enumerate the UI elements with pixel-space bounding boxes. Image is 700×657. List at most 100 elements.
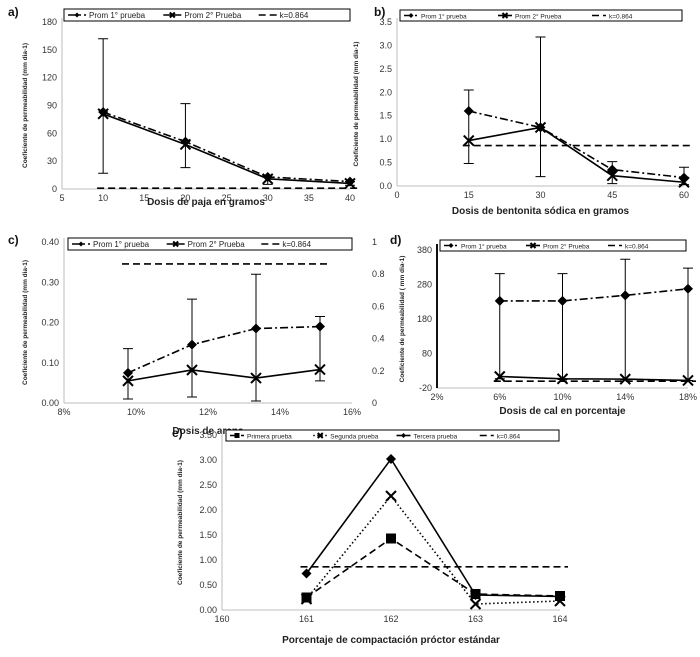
y-tick-label: 380 [417,245,432,255]
data-point [557,295,568,306]
legend-label: Prom 1° prueba [93,240,150,249]
y-tick-label: 120 [42,73,57,83]
error-bar [620,258,631,381]
series-line [127,325,321,374]
legend: Prom 1° prueba Prom 2° Prueba k=0.864 [399,9,683,22]
legend-marker [74,12,80,18]
x-tick-label: 5 [59,193,64,203]
x-tick-label: 14% [271,407,289,417]
y-tick-label: 2.5 [379,64,392,74]
data-point [463,106,474,117]
data-point [470,590,481,600]
x-tick-label: 10% [127,407,145,417]
y-tick-label: 180 [42,17,57,27]
legend-box [225,429,560,442]
y2-tick-label: 0.8 [372,269,385,279]
y-tick-label: 2.50 [199,480,217,490]
data-point [682,374,694,387]
y-tick-label: 0.40 [41,237,59,247]
x-tick-label: 10% [553,392,571,402]
data-point [534,121,547,134]
error-bar [463,89,474,165]
legend-box [67,237,353,251]
data-point [555,591,565,602]
data-point [494,370,506,383]
x-tick-label: 2% [430,392,443,402]
data-point [301,568,312,579]
legend-label: k=0.864 [280,11,309,20]
y-tick-label: 0.00 [199,605,217,615]
x-tick-label: 164 [552,614,567,624]
legend-marker [317,432,324,439]
data-point [300,593,313,605]
series-line [468,110,685,179]
legend-label: Prom 1° prueba [461,243,507,251]
y2-tick-label: 0.2 [372,366,385,376]
y-tick-label: 1.00 [199,555,217,565]
legend-marker [529,242,537,249]
legend-label: Prom 1° prueba [89,11,146,20]
data-point [123,367,133,378]
y-tick-label: 80 [422,349,432,359]
chart-panel-e: e) 160 161 162 163 164 0.00 0.50 1.00 1.50 2.00 2.5… [172,426,568,646]
data-point [385,490,397,502]
panel-label: b) [374,5,385,19]
legend-label: k=0.864 [609,14,633,21]
x-tick-label: 10 [98,193,108,203]
y-tick-label: 0.5 [379,158,392,168]
series-line [127,368,321,382]
x-tick-label: 15 [464,190,474,200]
legend-box [399,9,683,22]
data-point [250,372,262,384]
data-point [251,323,261,334]
x-tick-label: 162 [383,614,398,624]
data-point [179,138,192,151]
y2-tick-label: 0.6 [372,301,385,311]
x-tick-label: 163 [468,614,483,624]
y-tick-label: 1.5 [379,111,392,121]
y-tick-label: 3.50 [199,430,217,440]
data-point [683,283,693,294]
legend-marker [172,240,179,248]
series-line [102,111,351,183]
chart-panel-b: b) 0 15 30 45 60 0.0 0.5 1.0 1.5 2.0 2.5 3.0 3.5 Dosis… [353,5,692,217]
legend-marker [501,12,509,19]
x-tick-label: 18% [679,392,697,402]
y-axis-label: Coeficiente de permeabilidad ( mm dia-1) [399,256,406,383]
y-tick-label: 180 [417,314,432,324]
legend-marker [169,11,176,19]
legend-marker [408,13,414,18]
x-axis-label: Dosis de cal en porcentaje [499,406,626,417]
data-point [556,373,569,385]
legend-marker [448,243,454,248]
y-tick-label: 0.00 [41,398,59,408]
error-bar [180,103,191,169]
data-point [620,290,631,301]
x-tick-label: 40 [345,193,355,203]
data-point [344,177,356,190]
series-line [305,494,561,605]
legend-box [63,8,351,22]
y-tick-label: 0.30 [41,277,59,287]
y-tick-label: 3.5 [379,17,392,27]
y2-tick-label: 0 [372,398,377,408]
data-point [619,373,631,385]
data-point [463,134,475,147]
legend-label: k=0.864 [625,244,649,251]
x-tick-label: 35 [304,193,314,203]
y-axis-label: Coeficiente de permeabilidad (mm dia-1) [22,43,29,168]
y-tick-label: 0.10 [41,358,59,368]
error-bar [535,36,546,178]
x-axis-label: Dosis de arena [172,426,244,437]
data-point [678,176,690,188]
data-point [186,364,198,376]
y-tick-label: 2.0 [379,87,392,97]
data-point [494,295,505,306]
error-bar [494,273,505,380]
legend-marker [401,433,406,438]
legend-label: Prom 2° Prueba [184,11,242,20]
y-tick-label: 60 [47,128,57,138]
data-point [315,321,325,332]
y-tick-label: 0 [52,184,57,194]
legend-label: Prom 2° Prueba [543,243,590,251]
